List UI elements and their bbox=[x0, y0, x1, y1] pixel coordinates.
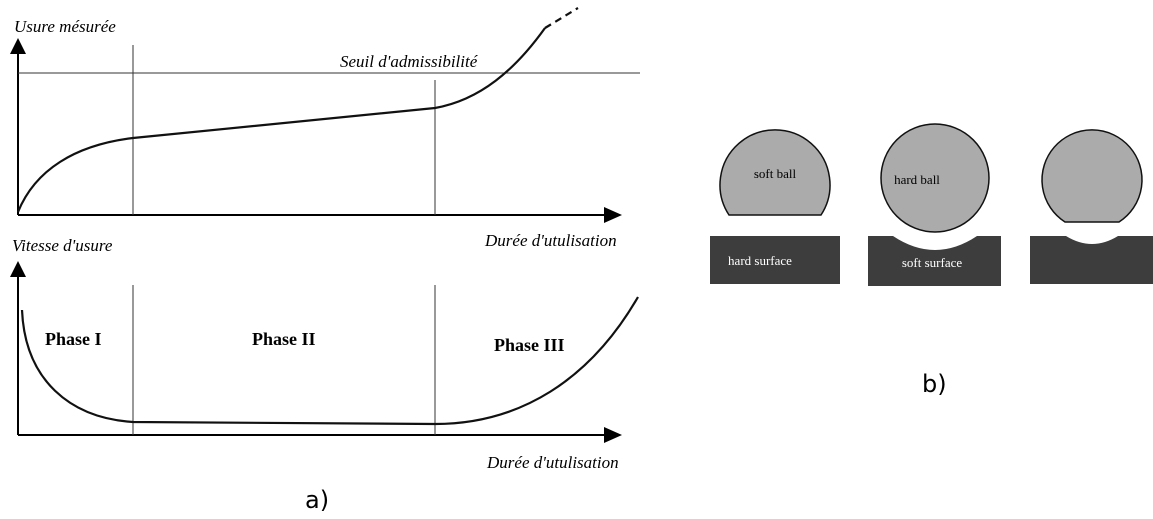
wear-rate-curve bbox=[20, 296, 639, 426]
phase-label: Phase III bbox=[494, 335, 565, 355]
ball bbox=[880, 123, 990, 233]
arrow bbox=[10, 38, 26, 54]
phase-label: Phase I bbox=[45, 329, 102, 349]
surface bbox=[710, 236, 840, 284]
wear-curve-extrapolated bbox=[544, 7, 579, 29]
x-label: Durée d'utulisation bbox=[484, 231, 617, 250]
surface-label: soft surface bbox=[902, 255, 963, 270]
caption: a) bbox=[305, 486, 329, 514]
surface bbox=[1030, 236, 1153, 284]
arrow bbox=[604, 427, 622, 443]
arrow bbox=[604, 207, 622, 223]
wear-curve bbox=[16, 27, 546, 213]
panel-b: soft ball hard surface hard ball soft su… bbox=[710, 123, 1153, 398]
caption: b) bbox=[922, 370, 947, 398]
phase-label: Phase II bbox=[252, 329, 316, 349]
dent bbox=[893, 236, 977, 250]
dent bbox=[1066, 236, 1118, 244]
arrow bbox=[10, 261, 26, 277]
threshold-label: Seuil d'admissibilité bbox=[340, 52, 479, 71]
y-label: Vitesse d'usure bbox=[12, 236, 113, 255]
ball bbox=[1041, 129, 1143, 223]
surface-label: hard surface bbox=[728, 253, 792, 268]
ball-label: hard ball bbox=[894, 172, 940, 187]
panel-a: Usure mésurée Seuil d'admissibilité Duré… bbox=[10, 7, 640, 514]
ball bbox=[719, 129, 831, 216]
ball-label: soft ball bbox=[754, 166, 797, 181]
y-label: Usure mésurée bbox=[14, 17, 116, 36]
x-label: Durée d'utulisation bbox=[486, 453, 619, 472]
